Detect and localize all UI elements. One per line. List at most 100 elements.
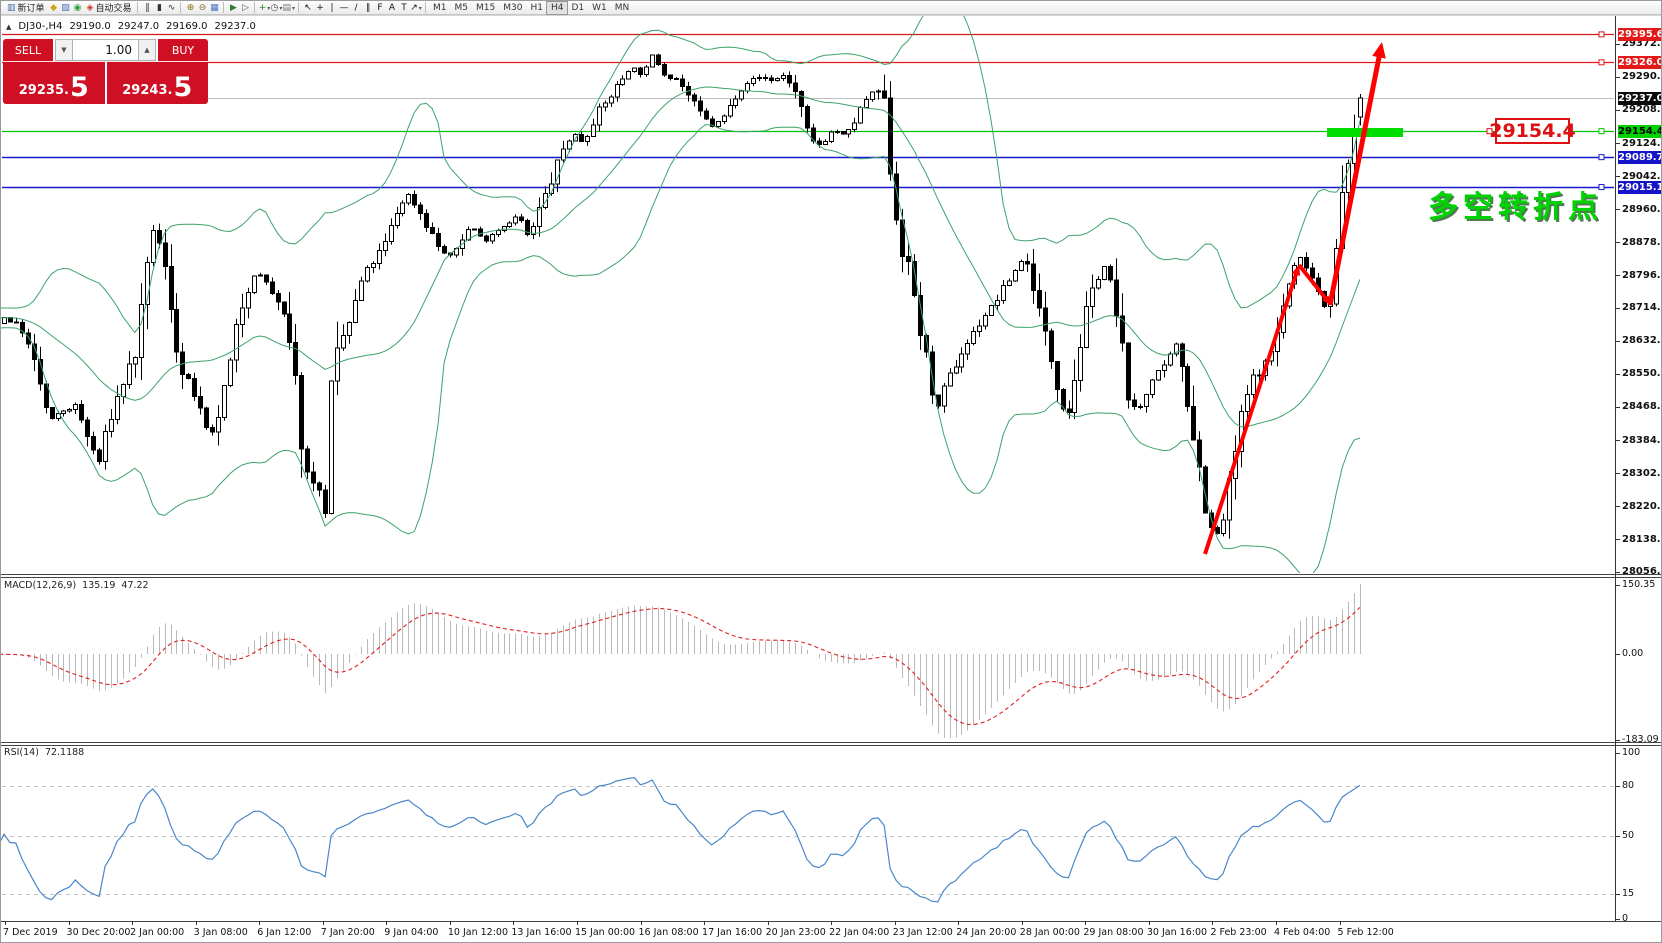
timeframe-mn[interactable]: MN xyxy=(614,2,630,13)
bear-candle xyxy=(163,242,168,267)
bull-candle xyxy=(733,98,738,106)
timeframe-h4[interactable]: H4 xyxy=(545,1,569,15)
timeframe-m30[interactable]: M30 xyxy=(503,2,523,13)
rsi-axis-label: 15 xyxy=(1622,888,1635,899)
bear-candle xyxy=(763,76,768,79)
auto-scroll-icon[interactable]: ▶ xyxy=(227,2,239,14)
volume-input[interactable]: 1.00 xyxy=(73,39,138,61)
trend-arrow[interactable] xyxy=(1203,270,1299,555)
bear-candle xyxy=(1185,366,1190,408)
signal-icon[interactable]: ◉ xyxy=(72,2,84,14)
line-handle[interactable] xyxy=(1598,128,1605,135)
line-handle[interactable] xyxy=(1598,59,1605,66)
line-handle[interactable] xyxy=(1598,184,1605,191)
zoom-out-icon[interactable]: ⊖ xyxy=(196,2,208,14)
dropdown-caret-icon: ▾ xyxy=(267,4,271,12)
bear-candle xyxy=(198,396,203,409)
bear-candle xyxy=(704,110,709,120)
bear-candle xyxy=(656,54,661,65)
bear-candle xyxy=(894,173,899,221)
bear-candle xyxy=(888,97,893,175)
time-axis-label: 30 Dec 20:00 xyxy=(66,927,131,938)
fibonacci-icon[interactable]: F xyxy=(374,2,386,14)
zoom-in-icon[interactable]: ⊕ xyxy=(184,2,196,14)
bull-candle xyxy=(603,102,608,108)
new-order-button[interactable]: ▥ 新订单 xyxy=(4,2,48,15)
line-chart-icon[interactable]: ∿ xyxy=(165,2,177,14)
indicators-icon[interactable]: +▾ xyxy=(258,2,271,14)
timeframe-m5[interactable]: M5 xyxy=(454,2,469,13)
trendline-icon[interactable]: / xyxy=(350,2,362,14)
price-axis-label: 28796.0 xyxy=(1622,269,1661,281)
timeframe-h1[interactable]: H1 xyxy=(530,2,543,13)
volume-increase-button[interactable]: ▲ xyxy=(138,39,156,61)
bear-candle xyxy=(169,265,174,311)
timeframe-w1[interactable]: W1 xyxy=(592,2,607,13)
bar-chart-icon[interactable]: ‖ xyxy=(141,2,153,14)
price-axis-label: 28468.0 xyxy=(1622,401,1661,413)
bear-candle xyxy=(323,489,328,514)
bull-candle xyxy=(1150,379,1155,395)
auto-trading-button-label: 自动交易 xyxy=(95,4,132,14)
toolbar-separator xyxy=(180,2,182,13)
trend-arrow[interactable] xyxy=(1327,51,1383,306)
trend-annotation-text[interactable]: 多空转折点 xyxy=(1428,190,1603,225)
price-badge: 29089.7 xyxy=(1618,150,1662,164)
volume-decrease-button[interactable]: ▼ xyxy=(55,39,73,61)
bear-candle xyxy=(817,140,822,145)
price-badge: 29015.1 xyxy=(1618,180,1662,194)
bear-candle xyxy=(912,261,917,297)
pivot-price-label[interactable]: 29154.4 xyxy=(1489,118,1576,144)
bear-candle xyxy=(174,309,179,353)
zoom-in-icon: ⊕ xyxy=(186,2,195,13)
bull-candle xyxy=(531,226,536,235)
bull-candle xyxy=(1144,393,1149,407)
arrows-icon[interactable]: ↗▾ xyxy=(410,2,422,14)
text-icon[interactable]: A xyxy=(386,2,398,14)
equidistant-channel-icon[interactable]: ∥ xyxy=(362,2,374,14)
bear-candle xyxy=(79,403,84,421)
bear-candle xyxy=(1203,466,1208,514)
templates-icon[interactable]: ▤▾ xyxy=(282,2,295,14)
bull-candle xyxy=(1251,374,1256,396)
time-axis-label: 6 Jan 12:00 xyxy=(257,927,312,938)
chart-shift-icon[interactable]: ▷ xyxy=(239,2,251,14)
dropdown-caret-icon: ▾ xyxy=(291,4,295,12)
timeframe-d1[interactable]: D1 xyxy=(571,2,585,13)
cursor-icon[interactable]: ↖ xyxy=(302,2,314,14)
bear-candle xyxy=(1197,439,1202,468)
bull-candle xyxy=(543,192,548,209)
time-axis-label: 16 Jan 08:00 xyxy=(638,927,699,938)
periods-icon[interactable]: ◷▾ xyxy=(270,2,283,14)
bear-candle xyxy=(1043,307,1048,332)
bull-candle xyxy=(591,124,596,137)
timeframe-m1[interactable]: M1 xyxy=(433,2,447,13)
profiles-icon[interactable]: ▨ xyxy=(60,2,72,14)
text-label-icon[interactable]: T xyxy=(398,2,410,14)
bull-candle xyxy=(133,357,138,365)
bear-candle xyxy=(317,482,322,491)
text-icon: A xyxy=(388,2,396,13)
sell-price[interactable]: 29235. 5 xyxy=(3,62,105,104)
label-handle[interactable] xyxy=(1486,128,1493,135)
auto-trading-button[interactable]: ◈ 自动交易 xyxy=(84,2,135,15)
crosshair-icon[interactable]: + xyxy=(314,2,326,14)
trend-arrow[interactable] xyxy=(1297,263,1329,302)
timeframe-m15[interactable]: M15 xyxy=(476,2,496,13)
bear-candle xyxy=(906,255,911,263)
line-handle[interactable] xyxy=(1598,31,1605,38)
sell-button[interactable]: SELL xyxy=(3,39,53,61)
metaquotes-icon[interactable]: ◆ xyxy=(48,2,60,14)
bull-candle xyxy=(585,135,590,143)
bear-candle xyxy=(1114,279,1119,317)
bear-candle xyxy=(287,313,292,344)
candlestick-chart-icon[interactable]: ▮ xyxy=(153,2,165,14)
tile-windows-icon[interactable]: ▦ xyxy=(208,2,220,14)
buy-button[interactable]: BUY xyxy=(158,39,208,61)
line-handle[interactable] xyxy=(1598,154,1605,161)
time-axis-label: 20 Jan 23:00 xyxy=(765,927,826,938)
buy-price[interactable]: 29243. 5 xyxy=(107,62,209,104)
vertical-line-icon[interactable]: | xyxy=(326,2,338,14)
horizontal-line-icon[interactable]: — xyxy=(338,2,350,14)
zoom-out-icon: ⊖ xyxy=(198,2,207,13)
